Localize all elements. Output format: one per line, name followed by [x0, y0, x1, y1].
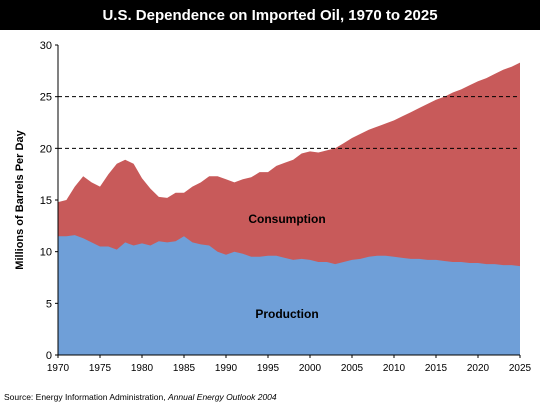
x-tick-label: 1990 [215, 363, 238, 374]
y-tick-label: 30 [40, 40, 52, 52]
x-axis-ticks: 1970 1975 1980 1985 1990 1995 2000 2005 2010 2015… [47, 355, 532, 374]
production-area [58, 235, 520, 355]
x-tick-label: 2005 [341, 363, 364, 374]
x-tick-label: 2015 [425, 363, 448, 374]
source-publication: Annual Energy Outlook 2004 [167, 392, 277, 402]
x-tick-label: 1970 [47, 363, 70, 374]
y-axis-label: Millions of Barrels Per Day [14, 129, 26, 269]
plot-area [57, 45, 520, 356]
y-tick-label: 25 [40, 92, 52, 104]
consumption-annotation: Consumption [248, 212, 325, 226]
x-tick-label: 1985 [173, 363, 196, 374]
y-tick-label: 15 [40, 195, 52, 207]
x-tick-label: 2020 [467, 363, 490, 374]
source-note: Source: Energy Information Administratio… [4, 392, 277, 402]
production-annotation: Production [255, 307, 318, 321]
x-tick-label: 2025 [509, 363, 532, 374]
title-bar: U.S. Dependence on Imported Oil, 1970 to… [0, 0, 540, 30]
x-tick-label: 1975 [89, 363, 112, 374]
dashed-gridlines [58, 96, 520, 149]
x-tick-label: 2000 [299, 363, 322, 374]
source-prefix: Source: Energy Information Administratio… [4, 392, 168, 402]
x-tick-label: 1980 [131, 363, 154, 374]
y-tick-label: 10 [40, 247, 52, 259]
y-tick-label: 20 [40, 143, 52, 155]
x-tick-label: 1995 [257, 363, 280, 374]
y-tick-label: 0 [46, 350, 52, 362]
y-axis-ticks: 0 5 10 15 20 25 30 [40, 40, 58, 362]
y-tick-label: 5 [46, 298, 52, 310]
chart-title: U.S. Dependence on Imported Oil, 1970 to… [102, 6, 438, 24]
x-tick-label: 2010 [383, 363, 406, 374]
